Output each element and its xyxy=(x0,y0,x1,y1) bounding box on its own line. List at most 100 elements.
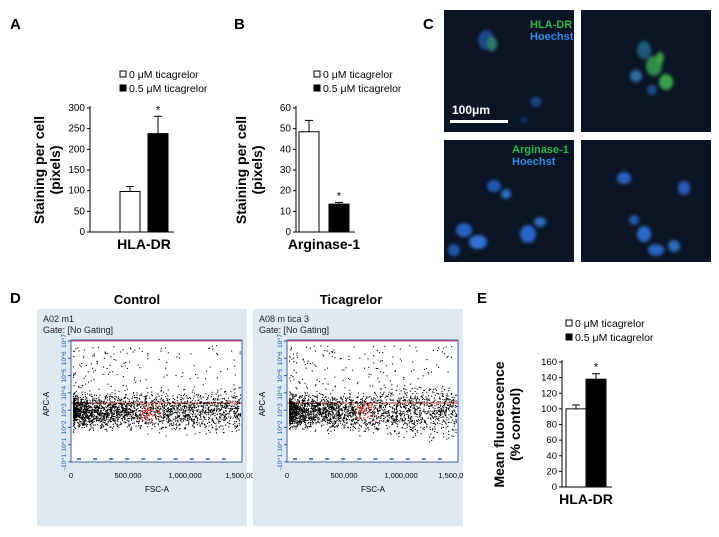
y-tick-label: 150 xyxy=(68,165,85,176)
flow-event xyxy=(157,410,159,412)
flow-event xyxy=(329,413,331,415)
flow-event xyxy=(101,413,103,415)
flow-event xyxy=(126,419,128,421)
flow-event xyxy=(302,404,304,406)
flow-event xyxy=(408,416,410,418)
flow-event xyxy=(427,417,429,419)
flow-event xyxy=(137,408,139,410)
flow-event xyxy=(310,420,312,422)
flow-event xyxy=(323,406,325,408)
flow-event xyxy=(225,404,227,406)
flow-event xyxy=(193,422,195,424)
flow-event xyxy=(151,419,153,421)
flow-event xyxy=(423,401,425,403)
flow-event xyxy=(296,412,298,414)
flow-event xyxy=(186,414,188,416)
flow-event xyxy=(149,422,151,424)
flow-event xyxy=(151,404,153,406)
flow-event xyxy=(438,410,440,412)
flow-event xyxy=(441,406,443,408)
flow-event xyxy=(333,409,335,411)
flow-event xyxy=(116,374,118,376)
flow-event xyxy=(96,402,98,404)
flow-event xyxy=(327,420,329,422)
flow-event xyxy=(202,407,204,409)
flow-event xyxy=(133,392,135,394)
flow-event xyxy=(314,405,316,407)
flow-event xyxy=(228,416,230,418)
flow-event xyxy=(235,408,237,410)
flow-event xyxy=(176,412,178,414)
flow-event xyxy=(327,428,329,430)
flow-event xyxy=(106,367,108,369)
flow-event xyxy=(384,409,386,411)
flow-event xyxy=(294,411,296,413)
flow-event xyxy=(177,421,179,423)
flow-event xyxy=(165,426,167,428)
flow-event xyxy=(230,407,232,409)
flow-event xyxy=(300,407,302,409)
flow-event xyxy=(146,412,148,414)
flow-event xyxy=(211,420,213,422)
flow-event xyxy=(323,404,325,406)
y-tick-label: 0 xyxy=(552,482,557,493)
flow-event xyxy=(353,414,355,416)
flow-event xyxy=(100,403,102,405)
flow-event xyxy=(80,412,82,414)
flow-event xyxy=(332,423,334,425)
flow-event xyxy=(304,395,306,397)
legend-swatch xyxy=(565,333,573,341)
flow-event xyxy=(207,398,209,400)
flow-event xyxy=(322,354,324,356)
flow-event xyxy=(452,403,454,405)
flow-event xyxy=(318,421,320,423)
flow-event xyxy=(127,426,129,428)
flow-event xyxy=(117,410,119,412)
flow-event xyxy=(236,401,238,403)
flow-event xyxy=(386,396,388,398)
flow-event xyxy=(316,412,318,414)
y-axis-label: Mean fluorescence xyxy=(491,361,507,487)
flow-event xyxy=(77,416,79,418)
flow-event xyxy=(454,415,456,417)
flow-event xyxy=(116,420,118,422)
flow-event xyxy=(85,409,87,411)
flow-event xyxy=(382,352,384,354)
flow-event xyxy=(172,405,174,407)
flow-event xyxy=(114,405,116,407)
flow-event xyxy=(302,418,304,420)
flow-event xyxy=(176,425,178,427)
flow-event xyxy=(448,418,450,420)
flow-event xyxy=(394,419,396,421)
flow-event xyxy=(136,397,138,399)
flow-event xyxy=(83,422,85,424)
flow-event xyxy=(192,403,194,405)
flow-event xyxy=(177,411,179,413)
flow-event xyxy=(326,403,328,405)
flow-event xyxy=(212,412,214,414)
flow-event xyxy=(298,421,300,423)
flow-event xyxy=(378,399,380,401)
flow-event xyxy=(225,405,227,407)
flow-event xyxy=(399,405,401,407)
flow-event xyxy=(432,429,434,431)
flow-event xyxy=(85,375,87,377)
flow-event xyxy=(208,411,210,413)
flow-event xyxy=(442,426,444,428)
flow-event xyxy=(393,420,395,422)
flow-event xyxy=(225,419,227,421)
flow-event xyxy=(410,402,412,404)
flow-event xyxy=(163,406,165,408)
flow-event xyxy=(173,404,175,406)
flow-event xyxy=(123,412,125,414)
flow-event xyxy=(158,416,160,418)
flow-event xyxy=(161,426,163,428)
flow-event xyxy=(316,396,318,398)
flow-event xyxy=(79,403,81,405)
flow-event xyxy=(120,403,122,405)
flow-event xyxy=(175,418,177,420)
flow-event xyxy=(151,421,153,423)
flow-event xyxy=(73,403,75,405)
flow-event xyxy=(330,402,332,404)
flow-event xyxy=(317,402,319,404)
